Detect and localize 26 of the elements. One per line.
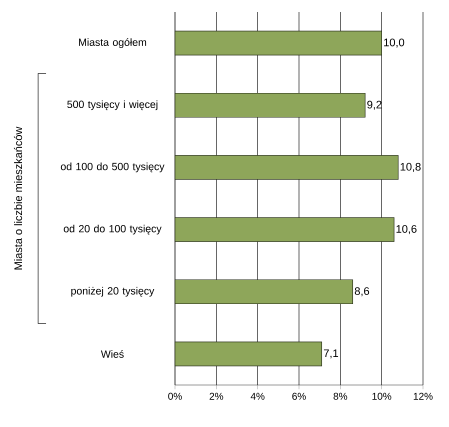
x-tick-label: 0%: [168, 392, 182, 400]
bar: [174, 342, 322, 366]
y-tick-label: Wieś: [100, 350, 124, 358]
x-tick-label: 12%: [414, 392, 433, 400]
data-label: 10,6: [396, 225, 417, 234]
bar: [174, 30, 382, 56]
y-tick-label: od 20 do 100 tysięcy: [64, 224, 162, 234]
y-axis-title: Miasta o liczbie mieszkańców: [14, 126, 22, 270]
x-tick-label: 4%: [250, 392, 265, 400]
bar: [174, 279, 354, 304]
data-label: 10,8: [400, 162, 421, 172]
x-tick-label: 10%: [372, 392, 392, 400]
data-label: 8,6: [354, 287, 370, 296]
data-label: 7,1: [324, 349, 338, 358]
y-tick-label: od 100 do 500 tysięcy: [60, 162, 164, 172]
y-tick-label: poniżej 20 tysięcy: [71, 286, 154, 297]
x-tick-label: 6%: [292, 392, 306, 400]
bar: [174, 92, 366, 118]
x-tick-label: 8%: [334, 392, 348, 400]
y-tick-label: 500 tysięcy i więcej: [67, 100, 158, 110]
data-label: 10,0: [384, 38, 404, 48]
y-tick-label: Miasta ogółem: [79, 38, 146, 48]
data-label: 9,2: [367, 100, 382, 110]
bar: [174, 155, 399, 180]
x-tick-label: 2%: [210, 392, 224, 400]
bar: [174, 217, 394, 242]
